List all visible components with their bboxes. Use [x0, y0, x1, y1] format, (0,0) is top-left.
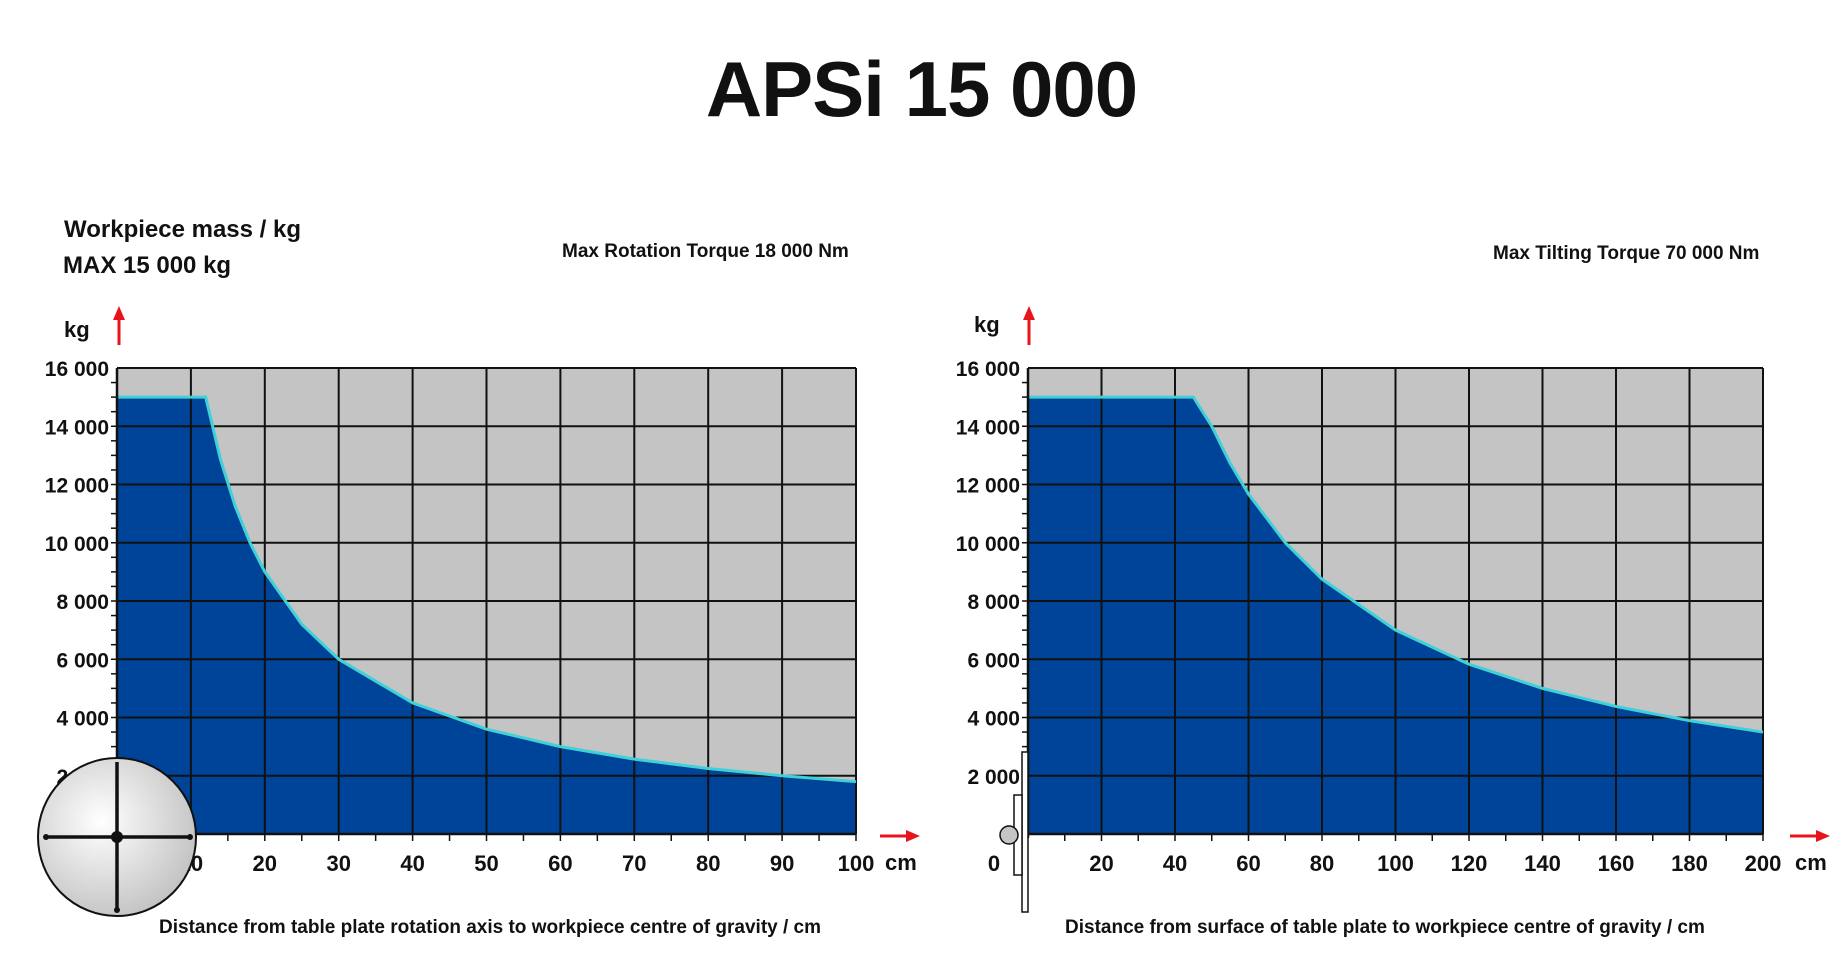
tilting-x-tick-label: 120 — [1451, 851, 1488, 876]
rotation-x-tick-label: 30 — [326, 851, 350, 876]
rotation-x-tick-label: 60 — [548, 851, 572, 876]
rotation-disc-dot — [187, 834, 193, 840]
tilting-y-tick-label: 12 000 — [956, 475, 1020, 498]
rotation-x-arrow-head — [906, 830, 920, 842]
rotation-x-tick-label: 100 — [838, 851, 875, 876]
rotation-capacity-area — [117, 397, 856, 834]
tilting-y-tick-label: 4 000 — [967, 708, 1020, 731]
rotation-x-unit-label: cm — [885, 850, 917, 875]
tilting-chart-x-axis-title: Distance from surface of table plate to … — [1065, 917, 1705, 938]
table-plate-profile — [1021, 751, 1029, 913]
rotation-y-axis-label: kg — [64, 317, 90, 342]
tilting-x-tick-label: 100 — [1377, 851, 1414, 876]
tilting-x-tick-label: 200 — [1745, 851, 1782, 876]
tilting-capacity-area — [1028, 397, 1763, 834]
tilting-y-axis-label: kg — [974, 312, 1000, 337]
max-mass-label: MAX 15 000 kg — [63, 252, 232, 279]
rotation-y-tick-label: 6 000 — [56, 649, 109, 672]
tilting-x-unit-label: cm — [1795, 850, 1827, 875]
tilting-y-tick-label: 16 000 — [956, 358, 1020, 381]
tilting-x-tick-label: 40 — [1163, 851, 1187, 876]
rotation-x-tick-label: 90 — [770, 851, 794, 876]
tilting-x-arrow-head — [1816, 830, 1830, 842]
tilting-torque-annotation: Max Tilting Torque 70 000 Nm — [1493, 243, 1760, 264]
rotation-chart-x-axis-title: Distance from table plate rotation axis … — [159, 917, 822, 938]
tilting-x-tick-label: 20 — [1089, 851, 1113, 876]
rotation-y-arrow-head — [113, 306, 125, 320]
rotation-y-tick-label: 12 000 — [45, 475, 109, 498]
tilting-x-tick-label: 80 — [1310, 851, 1334, 876]
rotation-table-schematic — [37, 757, 197, 917]
tilting-y-tick-label: 6 000 — [967, 649, 1020, 672]
tilting-x-tick-label: 140 — [1524, 851, 1561, 876]
rotation-y-tick-label: 16 000 — [45, 358, 109, 381]
workpiece-mass-label: Workpiece mass / kg — [64, 216, 301, 243]
tilting-table-schematic — [999, 751, 1029, 913]
tilting-x-tick-label: 180 — [1671, 851, 1708, 876]
tilting-y-tick-label: 8 000 — [967, 591, 1020, 614]
rotation-y-tick-label: 14 000 — [45, 416, 109, 439]
rotation-x-tick-label: 50 — [474, 851, 498, 876]
rotation-y-tick-label: 8 000 — [56, 591, 109, 614]
rotation-x-tick-label: 80 — [696, 851, 720, 876]
rotation-x-tick-label: 20 — [253, 851, 277, 876]
tilting-x-tick-label: 0 — [988, 851, 1000, 876]
page-title: APSi 15 000 — [705, 45, 1138, 133]
rotation-y-tick-label: 10 000 — [45, 533, 109, 556]
rotation-disc-dot — [114, 907, 120, 913]
rotation-x-tick-label: 40 — [400, 851, 424, 876]
rotation-capacity-curve — [117, 395, 857, 784]
rotation-y-tick-label: 4 000 — [56, 708, 109, 731]
rotation-disc-dot — [43, 834, 49, 840]
tilting-capacity-curve — [1028, 395, 1764, 734]
tilt-axis-pivot — [999, 825, 1019, 845]
tilting-y-tick-label: 14 000 — [956, 416, 1020, 439]
rotation-x-tick-label: 70 — [622, 851, 646, 876]
tilting-y-arrow-head — [1023, 306, 1035, 320]
tilting-x-tick-label: 160 — [1598, 851, 1635, 876]
rotation-torque-annotation: Max Rotation Torque 18 000 Nm — [562, 241, 849, 262]
rotation-axis-centre — [111, 831, 123, 843]
tilting-chart: 2 000 4 000 6 000 8 000 10 000 12 000 14 000 16… — [956, 306, 1830, 876]
tilting-y-tick-label: 10 000 — [956, 533, 1020, 556]
tilting-y-tick-label: 2 000 — [967, 766, 1020, 789]
tilting-x-tick-label: 60 — [1236, 851, 1260, 876]
